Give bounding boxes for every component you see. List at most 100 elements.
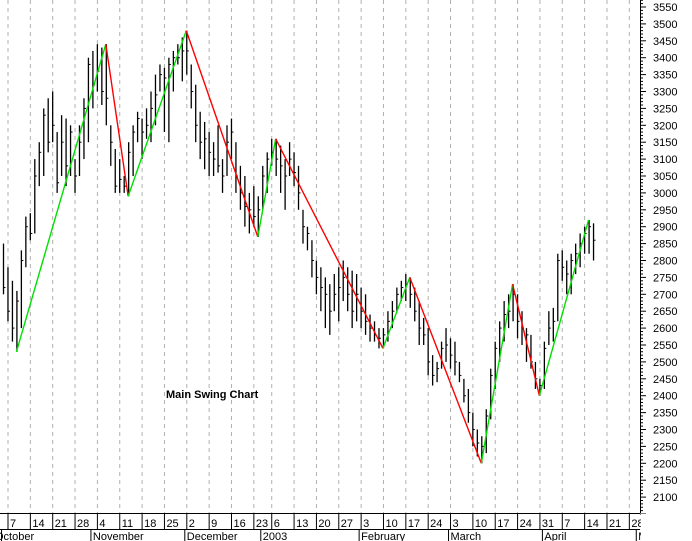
axis-corner <box>641 514 692 541</box>
ohlc-bar <box>186 30 189 75</box>
ohlc-bar <box>257 196 261 237</box>
ohlc-bar <box>92 50 95 109</box>
up-swing-line <box>127 30 187 197</box>
y-tick-label: 2300 <box>653 425 677 437</box>
ohlc-bar <box>445 328 449 362</box>
week-label: 28 <box>77 518 89 530</box>
ohlc-bar <box>159 64 162 92</box>
ohlc-bar <box>199 111 203 160</box>
week-label: 3 <box>363 518 369 530</box>
ohlc-bar <box>400 280 404 302</box>
y-tick-label: 2850 <box>653 239 677 251</box>
ohlc-bar <box>195 84 198 143</box>
grid-lines <box>7 0 630 513</box>
up-swing-line <box>15 43 107 352</box>
price-bars <box>2 30 596 464</box>
ohlc-bar <box>69 125 73 176</box>
y-tick-label: 3550 <box>653 2 677 14</box>
ohlc-bar <box>566 260 569 295</box>
week-label: 24 <box>430 518 442 530</box>
ohlc-bar <box>458 361 462 383</box>
y-tick-label: 2700 <box>653 289 677 301</box>
y-tick-label: 2550 <box>653 340 677 352</box>
ohlc-bar <box>311 240 314 278</box>
month-label: 2003 <box>263 531 287 541</box>
down-swing-line <box>105 44 129 197</box>
y-tick-label: 3500 <box>653 19 677 31</box>
ohlc-bar <box>449 338 453 369</box>
ohlc-bar <box>333 274 337 312</box>
month-label: March <box>451 531 482 541</box>
ohlc-bar <box>262 165 265 210</box>
y-tick-label: 3350 <box>653 70 677 82</box>
ohlc-bar <box>454 341 457 376</box>
down-swing-line <box>275 138 384 349</box>
ohlc-bar <box>436 361 440 383</box>
y-tick-label: 2600 <box>653 323 677 335</box>
y-tick-label: 2100 <box>653 492 677 504</box>
ohlc-bar <box>141 118 145 160</box>
ohlc-bar <box>552 307 556 342</box>
ohlc-bar <box>297 165 301 210</box>
ohlc-bar <box>575 243 578 275</box>
up-swing-line <box>480 284 514 464</box>
ohlc-bar <box>136 111 140 143</box>
y-tick-label: 2650 <box>653 306 677 318</box>
month-label: February <box>361 531 406 541</box>
y-tick-label: 3450 <box>653 36 677 48</box>
chart-annotation: Main Swing Chart <box>166 389 259 401</box>
y-tick-label: 2350 <box>653 408 677 420</box>
ohlc-bar <box>423 317 426 345</box>
y-tick-label: 3200 <box>653 120 677 132</box>
ohlc-bar <box>20 250 24 329</box>
ohlc-bar <box>11 280 15 342</box>
week-label: 17 <box>408 518 420 530</box>
ohlc-bar <box>253 186 256 227</box>
y-tick-label: 3150 <box>653 137 677 149</box>
y-tick-label: 2150 <box>653 475 677 487</box>
week-label: 25 <box>166 518 178 530</box>
ohlc-bar <box>60 115 64 176</box>
month-label: November <box>93 531 144 541</box>
ohlc-bar <box>570 253 574 295</box>
ohlc-bar <box>409 277 413 308</box>
month-label: October <box>0 531 34 541</box>
ohlc-bar <box>181 37 185 82</box>
week-label: 2 <box>189 518 195 530</box>
ohlc-bar <box>150 91 154 143</box>
y-tick-label: 2800 <box>653 256 677 268</box>
ohlc-bar <box>87 57 91 143</box>
week-label: 14 <box>32 518 44 530</box>
month-label: December <box>187 531 238 541</box>
ohlc-bar <box>329 284 332 335</box>
ohlc-bar <box>338 267 341 322</box>
week-label: 16 <box>234 518 246 530</box>
y-tick-label: 3100 <box>653 154 677 166</box>
swing-lines <box>15 30 590 464</box>
ohlc-bar <box>320 267 323 312</box>
ohlc-bar <box>105 44 109 126</box>
ohlc-bar <box>431 355 435 386</box>
ohlc-bar <box>38 142 42 187</box>
ohlc-bar <box>490 368 493 420</box>
y-tick-label: 3300 <box>653 87 677 99</box>
month-label: April <box>544 531 566 541</box>
y-tick-label: 2500 <box>653 357 677 369</box>
ohlc-bar <box>2 243 6 295</box>
ohlc-bar <box>302 209 305 244</box>
y-tick-label: 2950 <box>653 205 677 217</box>
week-label: 13 <box>296 518 308 530</box>
ohlc-bar <box>293 152 297 187</box>
y-tick-label: 2900 <box>653 222 677 234</box>
ohlc-bar <box>507 294 511 329</box>
ohlc-bar <box>315 260 319 295</box>
ohlc-bar <box>561 250 565 281</box>
ohlc-bar <box>279 145 283 193</box>
ohlc-bar <box>34 159 37 234</box>
week-label: 17 <box>497 518 509 530</box>
ohlc-bar <box>145 108 149 139</box>
ohlc-bar <box>132 125 136 176</box>
ohlc-bar <box>342 260 346 302</box>
y-tick-label: 3000 <box>653 188 677 200</box>
ohlc-bar <box>163 67 167 133</box>
